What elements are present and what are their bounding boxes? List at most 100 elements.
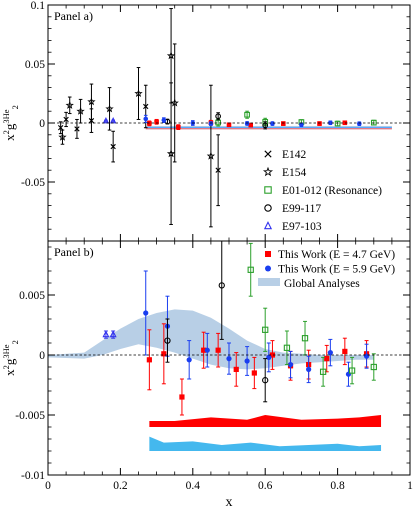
data-point: [370, 119, 377, 126]
data-point: [204, 347, 210, 353]
legend-marker: [265, 265, 271, 272]
series-e01-012-resonance-: [247, 242, 377, 387]
data-point: [319, 368, 327, 375]
legend-marker: [265, 251, 271, 257]
legend-label: E99-117: [282, 203, 321, 215]
data-point: [342, 348, 348, 354]
series-circle: [143, 114, 362, 128]
y-axis-label-part: 3: [1, 354, 11, 358]
data-point: [226, 356, 232, 362]
legend-label: E142: [282, 149, 307, 161]
y-tick-label: 0.1: [31, 0, 46, 12]
series-e01-012-resonance-: [215, 110, 377, 127]
legend-marker: [264, 186, 272, 194]
data-point: [334, 120, 341, 127]
data-point: [269, 352, 276, 358]
data-point: [226, 122, 232, 128]
data-point: [206, 151, 216, 160]
data-point: [161, 117, 167, 123]
data-point: [299, 122, 304, 128]
data-point: [170, 98, 179, 107]
data-point: [270, 121, 275, 126]
data-point: [317, 121, 322, 126]
x-tick-label: 0.8: [330, 480, 345, 492]
data-point: [363, 353, 370, 359]
series-e142: [57, 84, 221, 207]
series-e99-117: [164, 241, 269, 403]
data-point: [109, 330, 117, 338]
global-analyses-band: [48, 309, 374, 370]
legend-label: E01-012 (Resonance): [282, 185, 382, 197]
y-axis-label-part: 2: [1, 365, 11, 369]
data-point: [58, 132, 67, 141]
y-tick-label: 0: [39, 118, 45, 130]
x-tick-label: 0.6: [258, 480, 273, 492]
legend: E142 E154 E01-012 (Resonance) E99-117 E97-10…: [262, 149, 382, 233]
legend-marker: [264, 204, 272, 212]
data-point: [143, 310, 149, 316]
data-point: [301, 335, 309, 342]
data-point: [154, 119, 159, 125]
data-point: [166, 51, 176, 60]
y-tick-label: -0.05: [21, 177, 45, 189]
y-axis-label-part: 2: [10, 105, 20, 109]
x-tick-label: 0.4: [186, 480, 201, 492]
data-point: [57, 125, 64, 131]
data-point: [327, 350, 333, 356]
x-axis-label: x: [226, 495, 233, 510]
data-point: [345, 371, 352, 377]
y-axis-label-part: x: [2, 134, 17, 141]
data-point: [102, 330, 110, 338]
y-tick-label: 0: [39, 350, 45, 362]
systematic-band: [149, 436, 382, 451]
legend-label: E154: [282, 167, 307, 179]
data-point: [215, 167, 221, 173]
legend-label: Global Analyses: [284, 278, 360, 290]
systematic-band: [149, 415, 382, 427]
data-point: [306, 366, 312, 372]
data-point: [134, 89, 143, 98]
data-point: [328, 120, 333, 126]
y-axis-label-part: 2: [10, 340, 20, 344]
data-point: [218, 282, 225, 289]
y-tick-label: 0.005: [19, 290, 45, 302]
legend-label: This Work (E = 4.7 GeV): [278, 249, 395, 261]
data-point: [63, 116, 69, 123]
legend-band-swatch: [258, 278, 280, 286]
legend-marker: [264, 150, 272, 158]
data-point: [76, 106, 85, 115]
data-point: [186, 357, 192, 363]
data-point: [281, 121, 286, 126]
y-axis-label: x2g3He2: [1, 105, 20, 141]
data-point: [233, 366, 239, 372]
panel-label: Panel b): [54, 245, 94, 259]
data-point: [176, 124, 181, 130]
data-point: [251, 370, 257, 376]
legend-label: E97-103: [282, 221, 322, 233]
data-point: [105, 104, 114, 113]
data-point: [143, 103, 149, 110]
data-point: [201, 347, 207, 353]
data-point: [342, 120, 348, 126]
y-tick-label: -0.005: [15, 410, 45, 422]
data-point: [208, 121, 214, 126]
y-axis-label-part: 3: [1, 119, 11, 123]
data-point: [166, 149, 176, 158]
data-point: [244, 358, 250, 364]
data-point: [161, 351, 167, 357]
legend-label: This Work (E = 5.9 GeV): [278, 264, 395, 276]
data-point: [357, 121, 362, 127]
y-tick-label: -0.01: [21, 470, 45, 482]
legend-marker: [262, 166, 274, 177]
panel-label: Panel a): [54, 9, 93, 23]
data-point: [215, 113, 221, 120]
data-point: [262, 377, 269, 384]
series-e154: [58, 8, 216, 228]
x-tick-label: 1: [407, 480, 413, 492]
y-tick-label: 0.05: [25, 59, 45, 71]
data-point: [87, 97, 96, 106]
data-point: [65, 100, 74, 109]
x-tick-label: 0.2: [113, 480, 128, 492]
